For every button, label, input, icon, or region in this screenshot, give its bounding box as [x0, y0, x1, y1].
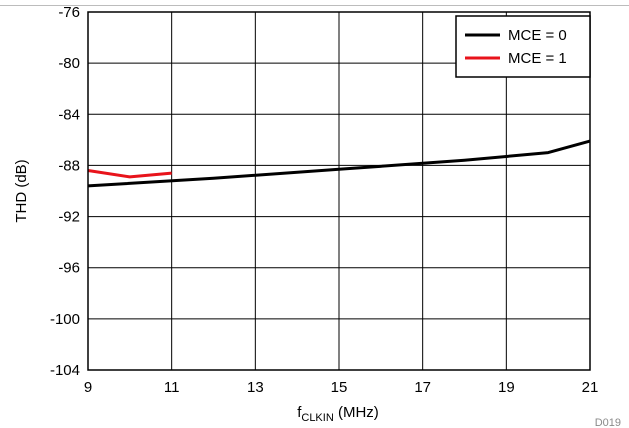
x-tick-label: 21 — [582, 379, 599, 396]
y-tick-label: -88 — [58, 157, 80, 174]
x-tick-label: 17 — [414, 379, 431, 396]
y-tick-label: -84 — [58, 106, 80, 123]
x-axis-label-subscript: CLKIN — [301, 412, 333, 424]
figure-id: D019 — [595, 417, 621, 428]
legend-label-mce-0: MCE = 0 — [508, 27, 567, 44]
y-tick-label: -92 — [58, 209, 80, 226]
plot-frame — [87, 11, 591, 371]
y-tick-label: -76 — [58, 4, 80, 21]
plot-border — [87, 11, 591, 371]
top-rule — [0, 5, 629, 6]
x-tick-label: 9 — [84, 379, 92, 396]
series-line-mce-0 — [87, 139, 591, 188]
x-axis-label-suffix: (MHz) — [334, 404, 379, 421]
y-tick-label: -104 — [50, 362, 80, 379]
series-line-mce-1 — [87, 169, 172, 179]
x-tick-label: 11 — [164, 379, 180, 396]
legend-label-mce-1: MCE = 1 — [508, 50, 567, 67]
legend: MCE = 0 MCE = 1 — [455, 15, 591, 78]
series-lines — [87, 139, 591, 188]
y-tick-label: -96 — [58, 260, 80, 277]
legend-box — [455, 15, 591, 78]
x-tick-label: 15 — [331, 379, 348, 396]
x-tick-label: 13 — [247, 379, 264, 396]
y-tick-label: -80 — [58, 55, 80, 72]
x-tick-label: 19 — [498, 379, 515, 396]
y-axis-label: THD (dB) — [13, 159, 30, 222]
tick-labels: 9 11 13 15 17 19 21 -76 -80 -84 -88 -92 -96 -100 -104 — [50, 4, 598, 396]
y-tick-label: -100 — [50, 311, 80, 328]
x-axis-label-main: f — [297, 404, 302, 421]
x-axis-label: fCLKIN (MHz) — [297, 404, 379, 424]
